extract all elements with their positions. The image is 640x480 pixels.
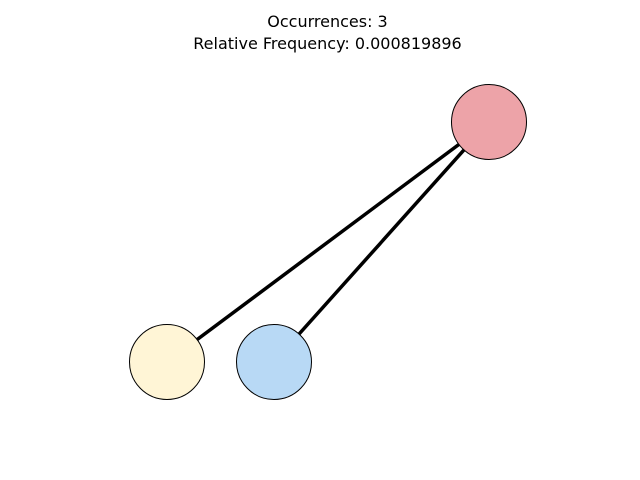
relative-frequency-label: Relative Frequency: 0.000819896 <box>193 34 462 53</box>
node-blue <box>236 324 312 400</box>
figure-title: Occurrences: 3 Relative Frequency: 0.000… <box>0 11 640 55</box>
node-yellow <box>129 324 205 400</box>
edge-red-blue <box>272 120 491 364</box>
occurrences-label: Occurrences: 3 <box>267 12 388 31</box>
node-red <box>451 84 527 160</box>
edge-red-yellow <box>165 120 491 364</box>
